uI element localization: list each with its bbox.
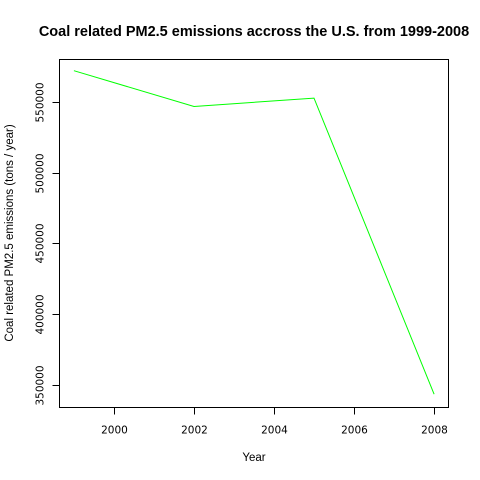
y-tick-label: 450000 xyxy=(35,223,47,263)
y-tick-label: 350000 xyxy=(35,365,47,405)
plot-frame xyxy=(59,59,449,408)
chart-title: Coal related PM2.5 emissions accross the… xyxy=(39,24,469,40)
x-tick-label: 2002 xyxy=(181,425,208,437)
y-axis: 350000 400000 450000 500000 550000 xyxy=(35,82,60,406)
y-axis-label: Coal related PM2.5 emissions (tons / yea… xyxy=(4,124,16,341)
series-line xyxy=(73,70,435,395)
x-tick-label: 2008 xyxy=(421,425,448,437)
x-axis: 2000 2002 2004 2006 2008 xyxy=(101,407,448,437)
y-tick-label: 500000 xyxy=(35,153,47,193)
x-tick-label: 2006 xyxy=(341,425,368,437)
series-layer xyxy=(73,70,435,395)
x-tick-label: 2000 xyxy=(101,425,128,437)
y-tick-label: 550000 xyxy=(35,82,47,122)
x-axis-label: Year xyxy=(242,452,265,464)
y-tick-label: 400000 xyxy=(35,294,47,334)
x-tick-label: 2004 xyxy=(261,425,288,437)
